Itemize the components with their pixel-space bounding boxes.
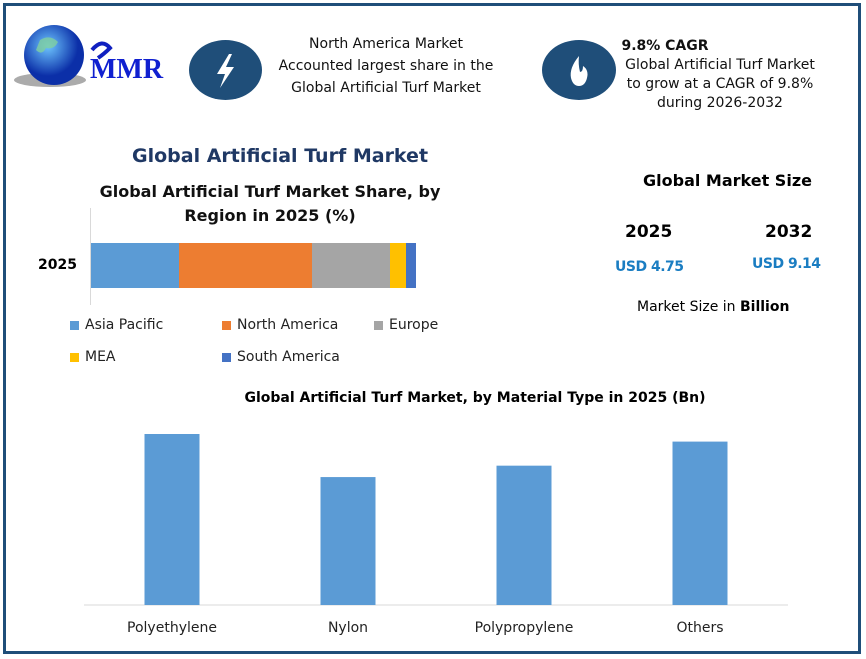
highlight-line: North America Market [309,36,463,52]
legend-label: South America [237,349,340,365]
y-axis-line [90,208,91,305]
lightning-icon [189,40,262,100]
x-tick-label: Nylon [328,620,368,636]
x-tick-label: Polyethylene [127,620,217,636]
highlight-line: Global Artificial Turf Market [625,57,815,73]
value-2025: USD 4.75 [615,259,684,275]
globe-icon [14,25,113,87]
bar-polypropylene [496,465,552,605]
legend-mea: MEA [70,349,116,365]
legend-south-america: South America [222,349,340,365]
region-chart-title: Global Artificial Turf Market Share, by … [90,180,450,228]
year-2025: 2025 [625,222,673,242]
note-unit: Billion [739,299,790,315]
legend-swatch [374,320,383,330]
highlight-line: Global Artificial Turf Market [291,80,481,96]
cagr-title: 9.8% CAGR [621,38,709,54]
year-2032: 2032 [765,222,813,242]
legend-north-america: North America [222,317,338,333]
x-tick-label: Others [676,620,723,636]
mmr-logo: MMR [12,22,172,92]
flame-icon [542,40,616,100]
legend-swatch [222,352,231,362]
legend-swatch [222,320,231,330]
bar-segment-asia-pacific [91,243,179,288]
x-tick-label: Polypropylene [475,620,574,636]
note-text: Market Size in [637,299,740,315]
bar-polyethylene [144,434,200,605]
logo-text: MMR [90,54,164,85]
legend-label: North America [237,317,339,333]
infographic-frame [3,3,861,654]
value-2032: USD 9.14 [752,256,821,272]
highlight-line: Accounted largest share in the [278,58,494,74]
bar-segment-north-america [178,243,312,288]
stacked-bar [91,243,416,288]
legend-label: Europe [389,317,439,333]
bar-segment-mea [390,243,407,288]
legend-label: Asia Pacific [85,317,164,333]
legend-swatch [70,352,79,362]
title-line: Global Artificial Turf Market Share, by [99,182,441,201]
main-title: Global Artificial Turf Market [132,145,429,167]
category-label: 2025 [38,257,77,273]
highlight-north-america: North America Market Accounted largest s… [268,33,504,99]
material-chart-title: Global Artificial Turf Market, by Materi… [244,390,706,406]
legend-swatch [70,320,79,330]
market-size-title: Global Market Size [643,171,812,190]
material-bar-chart: Polyethylene Nylon Polypropylene Others [84,434,788,636]
bar-nylon [320,477,376,605]
highlight-line: during 2026-2032 [657,95,783,111]
bar-others [672,441,728,605]
market-size-note: Market Size in Billion [637,299,789,315]
legend-europe: Europe [374,317,438,333]
bar-segment-south-america [406,243,416,288]
highlight-cagr: 9.8% CAGR Global Artificial Turf Market … [620,35,820,114]
legend-label: MEA [85,349,116,365]
highlight-line: to grow at a CAGR of 9.8% [626,76,814,92]
bar-segment-europe [312,243,390,288]
title-line: Region in 2025 (%) [184,206,356,225]
legend-asia-pacific: Asia Pacific [70,317,163,333]
